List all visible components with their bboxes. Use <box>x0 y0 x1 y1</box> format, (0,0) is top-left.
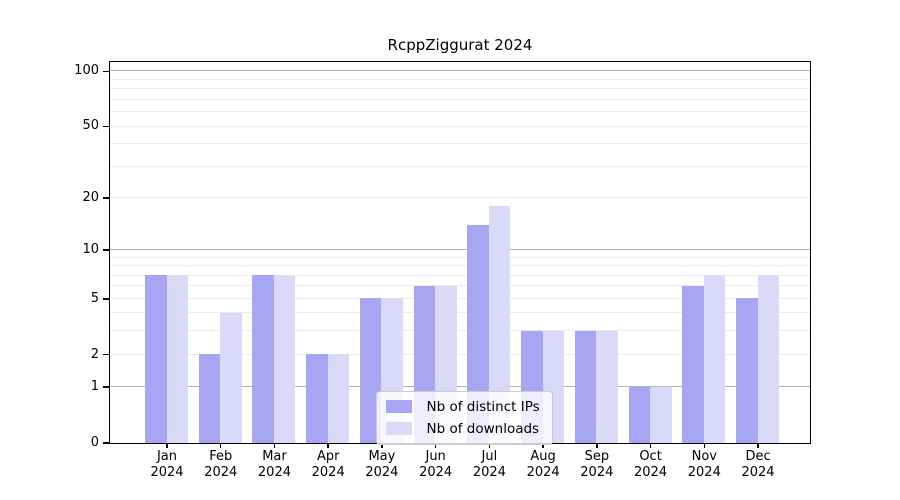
bar-downloads-feb <box>220 312 242 443</box>
bar-ips-oct <box>628 386 651 443</box>
legend-item-downloads: Nb of downloads <box>385 420 540 437</box>
minor-gridline-4 <box>109 312 810 314</box>
legend-swatch-distinct-ips-icon <box>385 400 412 413</box>
y-tick-mark-0 <box>102 442 109 444</box>
y-tick-mark-20 <box>102 197 109 199</box>
y-tick-label-5: 5 <box>90 290 99 306</box>
y-tick-label-1: 1 <box>90 379 99 395</box>
x-tick-label-nov: Nov 2024 <box>687 449 721 480</box>
bar-downloads-apr <box>327 354 350 443</box>
bar-ips-dec <box>736 298 758 443</box>
x-tick-label-oct: Oct 2024 <box>634 449 668 480</box>
x-tick-mark-jul <box>488 443 491 448</box>
bar-downloads-jan <box>166 275 188 443</box>
major-gridline-100 <box>109 70 810 72</box>
x-tick-label-sep: Sep 2024 <box>580 449 614 480</box>
x-tick-mark-sep <box>596 443 598 448</box>
x-tick-mark-jun <box>434 443 437 448</box>
x-tick-label-jan: Jan 2024 <box>150 449 184 480</box>
major-gridline-10 <box>109 248 810 250</box>
x-tick-label-dec: Dec 2024 <box>741 449 775 480</box>
x-tick-mark-nov <box>703 443 706 448</box>
bar-ips-apr <box>306 354 328 443</box>
minor-gridline-7 <box>109 274 810 276</box>
bar-ips-sep <box>574 330 597 443</box>
x-tick-label-jul: Jul 2024 <box>472 449 506 480</box>
x-tick-mark-oct <box>649 443 652 448</box>
y-tick-mark-50 <box>102 125 109 128</box>
minor-gridline-6 <box>109 285 810 287</box>
y-tick-mark-5 <box>102 298 109 300</box>
x-tick-mark-jan <box>166 443 168 448</box>
x-tick-mark-apr <box>327 443 329 448</box>
x-tick-label-apr: Apr 2024 <box>311 449 345 480</box>
bar-ips-mar <box>252 275 274 443</box>
y-tick-label-2: 2 <box>90 346 99 362</box>
legend: Nb of distinct IPs Nb of downloads <box>375 390 553 445</box>
x-tick-label-jun: Jun 2024 <box>419 449 453 480</box>
y-tick-label-20: 20 <box>82 189 99 205</box>
x-tick-label-may: May 2024 <box>365 449 399 480</box>
x-tick-mark-dec <box>757 443 759 448</box>
y-tick-mark-2 <box>102 353 109 356</box>
bar-downloads-nov <box>703 275 726 443</box>
minor-gridline-50 <box>109 125 810 127</box>
x-tick-mark-aug <box>542 443 544 448</box>
minor-gridline-30 <box>109 165 810 167</box>
minor-gridline-5 <box>109 297 810 299</box>
y-tick-mark-1 <box>102 386 109 388</box>
y-tick-label-50: 50 <box>82 118 99 134</box>
bar-downloads-jul <box>488 205 511 443</box>
bar-ips-nov <box>682 285 704 443</box>
bar-ips-jan <box>145 275 167 443</box>
minor-gridline-3 <box>109 330 810 332</box>
minor-gridline-8 <box>109 265 810 267</box>
x-tick-label-aug: Aug 2024 <box>526 449 560 480</box>
y-tick-label-10: 10 <box>82 241 99 257</box>
minor-gridline-9 <box>109 256 810 258</box>
minor-gridline-2 <box>109 353 810 355</box>
y-tick-label-0: 0 <box>90 435 99 450</box>
minor-gridline-20 <box>109 196 810 198</box>
legend-label-distinct-ips: Nb of distinct IPs <box>426 398 540 415</box>
minor-gridline-40 <box>109 143 810 145</box>
minor-gridline-80 <box>109 88 810 90</box>
plot-area: Nb of distinct IPs Nb of downloads <box>108 60 811 445</box>
x-tick-mark-feb <box>219 443 222 448</box>
chart-title: RcppZiggurat 2024 <box>387 36 533 54</box>
y-tick-mark-100 <box>102 70 109 73</box>
legend-label-downloads: Nb of downloads <box>426 420 540 437</box>
legend-swatch-downloads-icon <box>385 422 412 435</box>
bar-downloads-oct <box>650 386 672 443</box>
major-gridline-1 <box>109 386 810 388</box>
legend-item-distinct-ips: Nb of distinct IPs <box>385 398 540 415</box>
bar-ips-jul <box>467 224 489 443</box>
minor-gridline-70 <box>109 98 810 100</box>
y-tick-mark-10 <box>102 249 109 251</box>
x-tick-label-feb: Feb 2024 <box>204 449 238 480</box>
minor-gridline-90 <box>109 78 810 80</box>
y-tick-label-100: 100 <box>74 63 99 79</box>
bar-downloads-sep <box>596 330 618 443</box>
x-tick-mark-may <box>381 443 383 448</box>
x-tick-mark-mar <box>273 443 276 448</box>
minor-gridline-60 <box>109 111 810 113</box>
bar-downloads-mar <box>273 275 296 443</box>
bar-ips-feb <box>198 354 221 443</box>
bar-downloads-dec <box>757 275 780 443</box>
x-tick-label-mar: Mar 2024 <box>257 449 291 480</box>
